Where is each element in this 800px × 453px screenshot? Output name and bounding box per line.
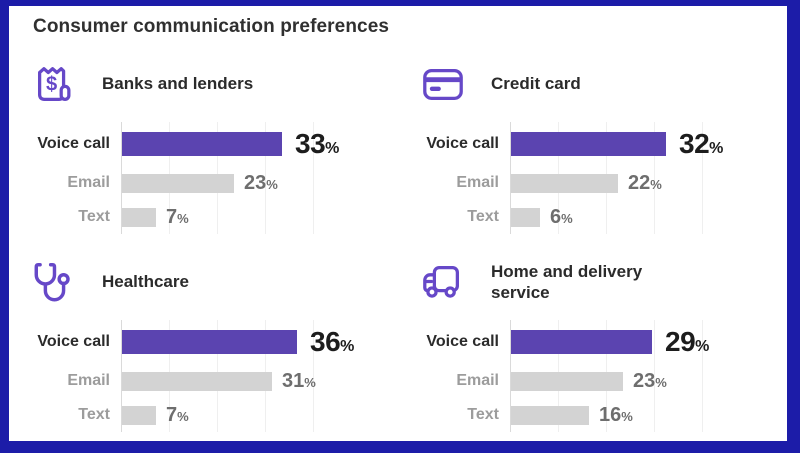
bar-voice-call — [122, 330, 297, 354]
delivery-truck-icon — [420, 258, 466, 306]
plot-area: 32% 22% 6% — [510, 122, 781, 234]
bar-chart-banks: Voice call Email Text 33% 23% 7% — [25, 122, 392, 234]
bar-row: 36% — [122, 320, 392, 364]
category-label: Email — [456, 372, 499, 389]
section-banks-and-lenders: $ Banks and lenders Voice call Email Tex… — [25, 58, 392, 234]
section-title: Banks and lenders — [102, 74, 254, 94]
quadrant-grid: $ Banks and lenders Voice call Email Tex… — [25, 58, 781, 432]
category-label: Text — [78, 208, 110, 225]
section-header: $ Banks and lenders — [31, 58, 392, 110]
bar-email — [122, 173, 234, 193]
bar-row: 23% — [122, 166, 392, 200]
percent-sign: % — [695, 338, 710, 355]
category-label: Text — [467, 208, 499, 225]
category-labels: Voice call Email Text — [25, 122, 121, 234]
bar-row: 6% — [511, 200, 781, 234]
percent-sign: % — [325, 140, 340, 157]
value-label: 33% — [295, 128, 340, 159]
section-title: Home and delivery service — [491, 261, 643, 302]
bar-email — [122, 371, 272, 391]
value-label: 6% — [550, 205, 573, 228]
bar-chart-credit-card: Voice call Email Text 32% 22% 6% — [414, 122, 781, 234]
plot-area: 33% 23% 7% — [121, 122, 392, 234]
bar-row: 7% — [122, 200, 392, 234]
value-label: 36% — [310, 326, 355, 357]
section-credit-card: Credit card Voice call Email Text 32% 22… — [414, 58, 781, 234]
svg-text:$: $ — [46, 74, 57, 96]
bar-voice-call — [511, 330, 652, 354]
value-label: 7% — [166, 205, 189, 228]
section-home-delivery: Home and delivery service Voice call Ema… — [414, 256, 781, 432]
bar-voice-call — [511, 132, 666, 156]
percent-sign: % — [655, 374, 667, 390]
category-label: Voice call — [426, 135, 499, 152]
percent-sign: % — [621, 408, 633, 424]
bar-row: 23% — [511, 364, 781, 398]
bar-row: 16% — [511, 398, 781, 432]
category-labels: Voice call Email Text — [414, 320, 510, 432]
section-title: Credit card — [491, 74, 581, 94]
section-healthcare: Healthcare Voice call Email Text 36% 31% — [25, 256, 392, 432]
category-label: Email — [67, 174, 110, 191]
percent-sign: % — [709, 140, 724, 157]
page-title: Consumer communication preferences — [33, 16, 390, 37]
bar-text — [122, 207, 156, 227]
bar-row: 31% — [122, 364, 392, 398]
plot-area: 29% 23% 16% — [510, 320, 781, 432]
category-label: Email — [456, 174, 499, 191]
value-label: 31% — [282, 369, 316, 392]
bar-voice-call — [122, 132, 282, 156]
category-label: Text — [78, 406, 110, 423]
credit-card-icon — [420, 60, 466, 108]
bar-email — [511, 371, 623, 391]
plot-area: 36% 31% 7% — [121, 320, 392, 432]
percent-sign: % — [304, 374, 316, 390]
percent-sign: % — [177, 210, 189, 226]
section-title: Healthcare — [102, 272, 189, 292]
bar-row: 22% — [511, 166, 781, 200]
category-label: Text — [467, 406, 499, 423]
section-header: Healthcare — [31, 256, 392, 308]
bar-row: 32% — [511, 122, 781, 166]
category-label: Voice call — [426, 333, 499, 350]
percent-sign: % — [340, 338, 355, 355]
percent-sign: % — [177, 408, 189, 424]
value-label: 7% — [166, 403, 189, 426]
value-label: 22% — [628, 171, 662, 194]
percent-sign: % — [561, 210, 573, 226]
category-label: Email — [67, 372, 110, 389]
section-header: Credit card — [420, 58, 781, 110]
category-label: Voice call — [37, 135, 110, 152]
bar-chart-healthcare: Voice call Email Text 36% 31% 7% — [25, 320, 392, 432]
category-labels: Voice call Email Text — [25, 320, 121, 432]
category-label: Voice call — [37, 333, 110, 350]
bar-text — [511, 207, 540, 227]
value-label: 16% — [599, 403, 633, 426]
bar-chart-home-delivery: Voice call Email Text 29% 23% 16 — [414, 320, 781, 432]
percent-sign: % — [266, 176, 278, 192]
receipt-dollar-icon: $ — [31, 60, 77, 108]
value-label: 32% — [679, 128, 724, 159]
value-label: 23% — [244, 171, 278, 194]
bar-text — [122, 405, 156, 425]
bar-row: 29% — [511, 320, 781, 364]
section-header: Home and delivery service — [420, 256, 781, 308]
stethoscope-icon — [31, 258, 77, 306]
bar-row: 33% — [122, 122, 392, 166]
category-labels: Voice call Email Text — [414, 122, 510, 234]
bar-row: 7% — [122, 398, 392, 432]
bar-text — [511, 405, 589, 425]
percent-sign: % — [650, 176, 662, 192]
bar-email — [511, 173, 618, 193]
value-label: 23% — [633, 369, 667, 392]
value-label: 29% — [665, 326, 710, 357]
